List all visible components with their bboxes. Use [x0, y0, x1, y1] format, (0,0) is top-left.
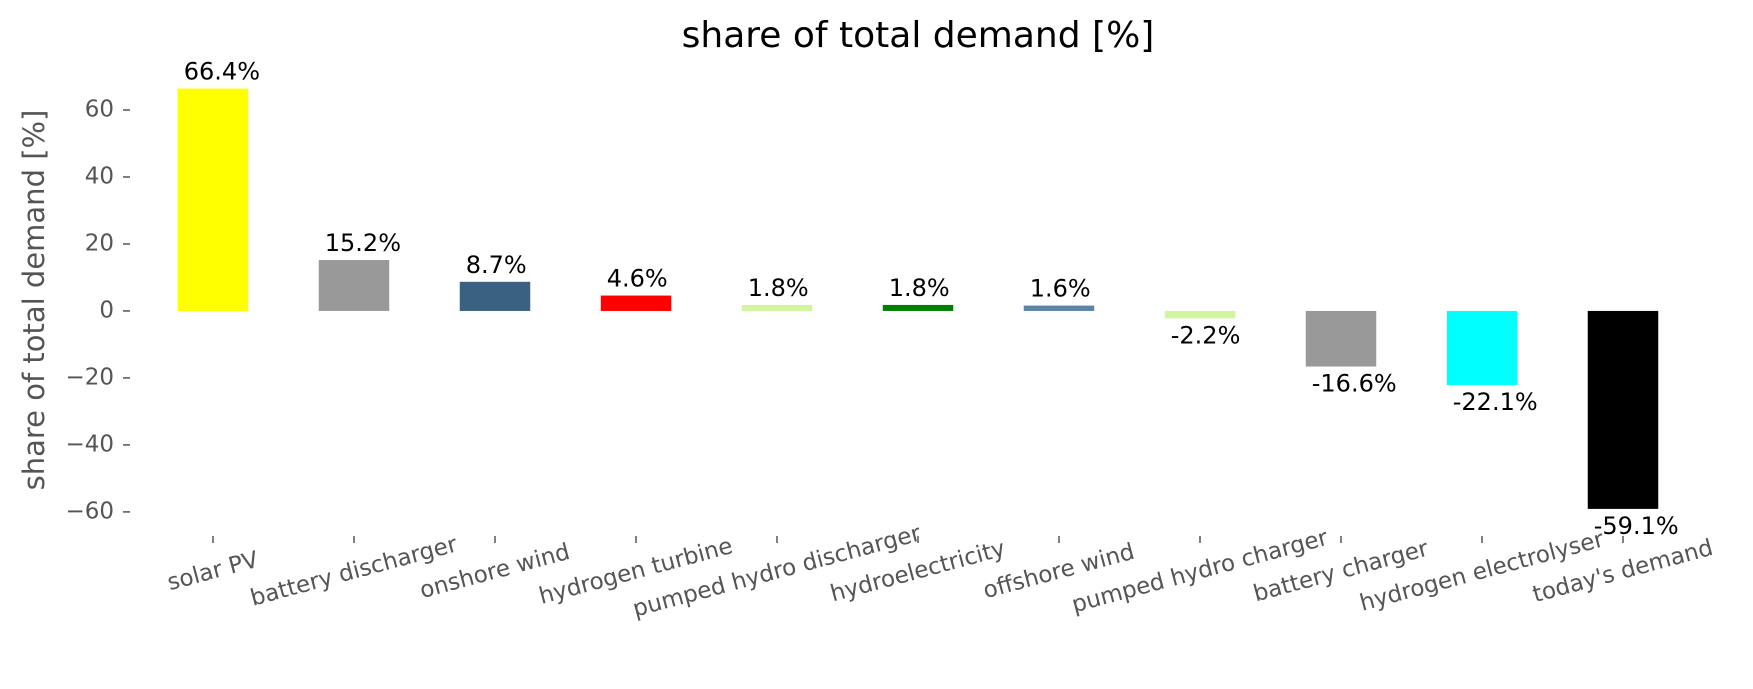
y-tick-label: 20	[85, 230, 114, 256]
bar	[1023, 305, 1095, 311]
bar	[600, 295, 672, 311]
y-tick-label: 40	[85, 163, 114, 189]
bar	[318, 260, 390, 311]
bar	[459, 281, 531, 311]
value-label: 15.2%	[325, 229, 401, 257]
y-tick-label: −20	[65, 364, 114, 390]
bar	[177, 88, 249, 311]
bar	[741, 304, 813, 311]
chart-title: share of total demand [%]	[682, 15, 1155, 56]
value-label: -2.2%	[1171, 321, 1241, 349]
value-label: 4.6%	[607, 265, 668, 293]
bar	[1305, 310, 1377, 367]
bar	[1587, 310, 1659, 509]
y-tick-label: 60	[85, 96, 114, 122]
y-axis-label: share of total demand [%]	[17, 110, 51, 491]
value-label: -59.1%	[1594, 512, 1679, 540]
bar	[882, 304, 954, 311]
y-tick-label: −60	[65, 498, 114, 524]
value-label: -16.6%	[1312, 370, 1397, 398]
y-tick-label: −40	[65, 431, 114, 457]
value-label: 1.8%	[748, 274, 809, 302]
value-label: 1.8%	[889, 274, 950, 302]
value-label: 1.6%	[1030, 275, 1091, 303]
x-tick-label: solar PV	[165, 547, 262, 596]
bar	[1446, 310, 1518, 385]
value-label: -22.1%	[1453, 388, 1538, 416]
y-tick-label: 0	[99, 297, 114, 323]
value-label: 8.7%	[466, 251, 527, 279]
value-label: 66.4%	[184, 58, 260, 86]
bar	[1164, 310, 1236, 319]
